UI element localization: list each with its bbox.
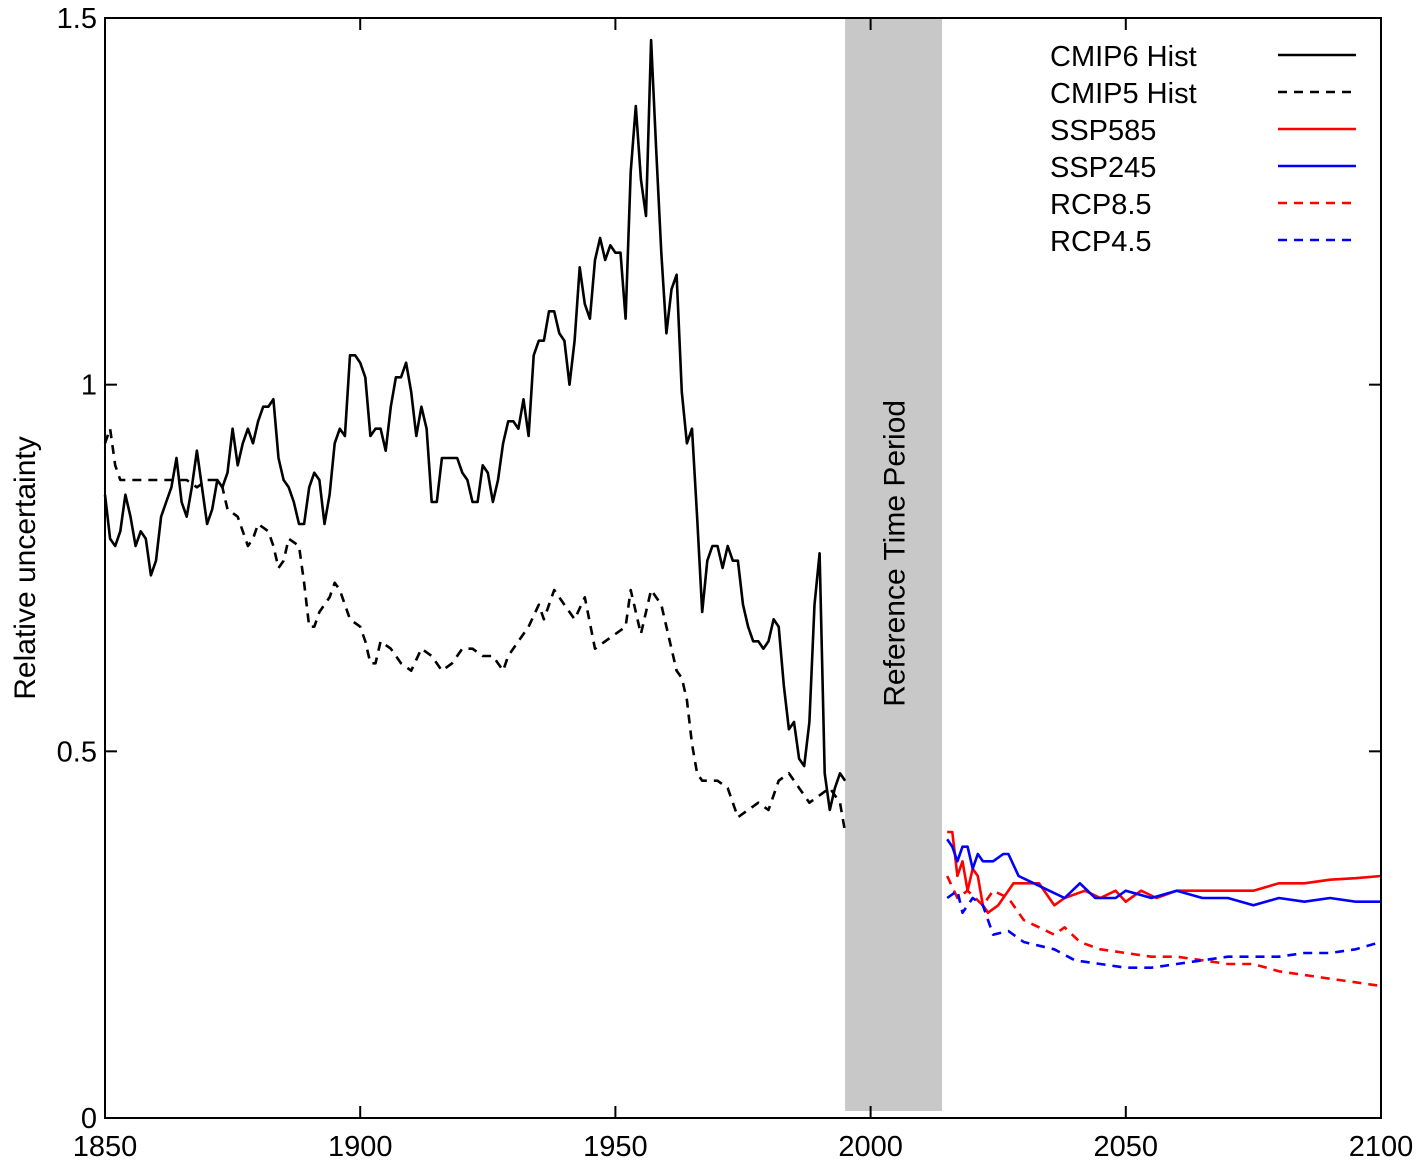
reference-period-band (845, 18, 943, 1111)
legend-label: SSP245 (1050, 152, 1156, 184)
y-axis-label: Relative uncertainty (9, 436, 42, 699)
series-line-rcp8-5 (946, 875, 1382, 988)
series-line-cmip6-hist (103, 38, 847, 812)
legend-label: RCP4.5 (1050, 226, 1152, 258)
y-tick-label: 1.5 (57, 3, 97, 35)
series-line-rcp4-5 (946, 889, 1382, 970)
x-tick-label: 1850 (73, 1131, 138, 1163)
x-tick-label: 2100 (1349, 1131, 1414, 1163)
x-tick-label: 1950 (583, 1131, 648, 1163)
legend-label: CMIP5 Hist (1050, 78, 1197, 110)
plot-frame (104, 17, 1382, 1119)
series-line-cmip5-hist (103, 427, 847, 833)
x-tick-label: 2000 (838, 1131, 903, 1163)
y-tick-label: 0.5 (57, 736, 97, 768)
legend-label: CMIP6 Hist (1050, 41, 1197, 73)
reference-period-label: Reference Time Period (879, 400, 912, 707)
legend-label: SSP585 (1050, 115, 1156, 147)
y-tick-label: 0 (81, 1103, 97, 1135)
y-tick-label: 1 (81, 370, 97, 402)
series-line-ssp245 (946, 838, 1381, 907)
x-tick-label: 2050 (1094, 1131, 1159, 1163)
legend-label: RCP8.5 (1050, 189, 1152, 221)
x-tick-label: 1900 (328, 1131, 393, 1163)
series-line-ssp585 (947, 830, 1382, 915)
